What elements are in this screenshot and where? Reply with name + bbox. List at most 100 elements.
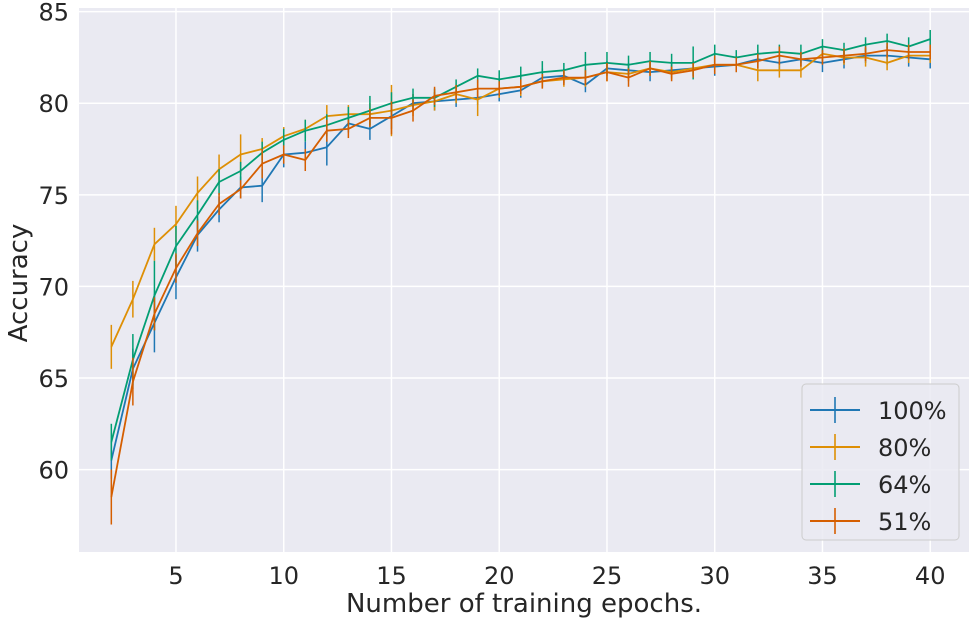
- data-point: [908, 51, 910, 53]
- data-point: [800, 69, 802, 71]
- data-point: [584, 77, 587, 79]
- data-point: [283, 139, 285, 141]
- data-point: [800, 58, 802, 60]
- data-point: [778, 55, 780, 57]
- data-point: [110, 496, 112, 498]
- data-point: [132, 381, 134, 383]
- data-point: [757, 69, 759, 71]
- data-point: [110, 441, 112, 443]
- data-point: [714, 53, 716, 55]
- data-point: [369, 117, 371, 119]
- data-point: [240, 188, 242, 190]
- legend-label: 100%: [878, 397, 947, 425]
- data-point: [218, 181, 220, 183]
- data-point: [627, 77, 630, 79]
- data-point: [455, 91, 457, 93]
- data-point: [347, 128, 349, 130]
- data-point: [886, 62, 888, 64]
- data-point: [929, 38, 931, 40]
- data-point: [153, 313, 156, 315]
- y-tick-label: 60: [38, 457, 69, 485]
- data-point: [261, 185, 263, 187]
- legend-item: 64%: [810, 471, 931, 499]
- data-point: [240, 153, 242, 156]
- data-point: [153, 243, 156, 245]
- data-point: [110, 346, 112, 348]
- x-tick-label: 35: [807, 562, 838, 590]
- data-point: [347, 117, 349, 119]
- data-point: [196, 214, 199, 216]
- data-point: [261, 163, 263, 165]
- data-point: [175, 245, 177, 247]
- data-point: [520, 75, 522, 77]
- y-tick-label: 75: [38, 182, 69, 210]
- data-point: [326, 130, 328, 132]
- series-layer: [110, 29, 931, 525]
- data-point: [412, 97, 414, 99]
- data-point: [692, 69, 694, 71]
- data-point: [563, 77, 565, 79]
- data-point: [240, 170, 242, 172]
- legend-label: 64%: [878, 471, 931, 499]
- x-tick-label: 15: [376, 562, 407, 590]
- x-tick-label: 20: [484, 562, 515, 590]
- data-point: [175, 223, 177, 225]
- data-point: [821, 45, 824, 48]
- data-point: [304, 159, 306, 161]
- data-point: [778, 69, 780, 71]
- data-point: [520, 86, 522, 88]
- data-point: [843, 55, 845, 57]
- data-point: [477, 98, 479, 101]
- data-point: [735, 64, 737, 66]
- x-axis-label: Number of training epochs.: [346, 589, 702, 619]
- data-point: [412, 109, 414, 112]
- series-51%: [110, 42, 931, 525]
- data-point: [153, 294, 156, 297]
- data-point: [714, 64, 716, 66]
- y-tick-label: 70: [38, 273, 69, 301]
- data-point: [821, 56, 824, 59]
- legend-label: 51%: [878, 508, 931, 536]
- data-point: [649, 67, 651, 70]
- data-point: [390, 117, 393, 119]
- data-point: [584, 64, 587, 66]
- data-point: [671, 73, 673, 75]
- legend-item: 100%: [810, 397, 947, 425]
- data-point: [541, 71, 543, 73]
- data-point: [218, 203, 220, 205]
- data-point: [175, 267, 177, 269]
- data-point: [886, 40, 888, 42]
- data-point: [304, 130, 306, 132]
- y-tick-label: 65: [38, 365, 69, 393]
- data-point: [498, 78, 500, 81]
- x-tick-label: 25: [592, 562, 623, 590]
- x-tick-label: 40: [915, 562, 946, 590]
- y-axis-label: Accuracy: [4, 224, 34, 343]
- data-point: [929, 51, 931, 53]
- data-point: [864, 44, 867, 46]
- legend-item: 80%: [810, 434, 931, 462]
- legend: 100% 80% 64% 51%: [801, 383, 960, 541]
- data-point: [477, 75, 479, 77]
- data-point: [196, 232, 199, 234]
- data-point: [477, 87, 479, 90]
- data-point: [433, 95, 436, 97]
- data-point: [886, 49, 888, 51]
- data-point: [606, 71, 608, 73]
- data-point: [283, 153, 285, 156]
- x-tick-label: 5: [168, 562, 183, 590]
- legend-item: 51%: [810, 508, 931, 536]
- data-point: [369, 128, 371, 130]
- data-point: [498, 87, 500, 90]
- legend-box: [801, 383, 960, 541]
- y-tick-label: 80: [38, 90, 69, 118]
- data-point: [132, 298, 134, 300]
- legend-label: 80%: [878, 434, 931, 462]
- data-point: [541, 80, 543, 82]
- y-tick-label: 85: [38, 0, 69, 27]
- x-tick-label: 10: [268, 562, 299, 590]
- data-point: [196, 192, 199, 194]
- x-tick-label: 30: [699, 562, 730, 590]
- data-point: [326, 146, 328, 148]
